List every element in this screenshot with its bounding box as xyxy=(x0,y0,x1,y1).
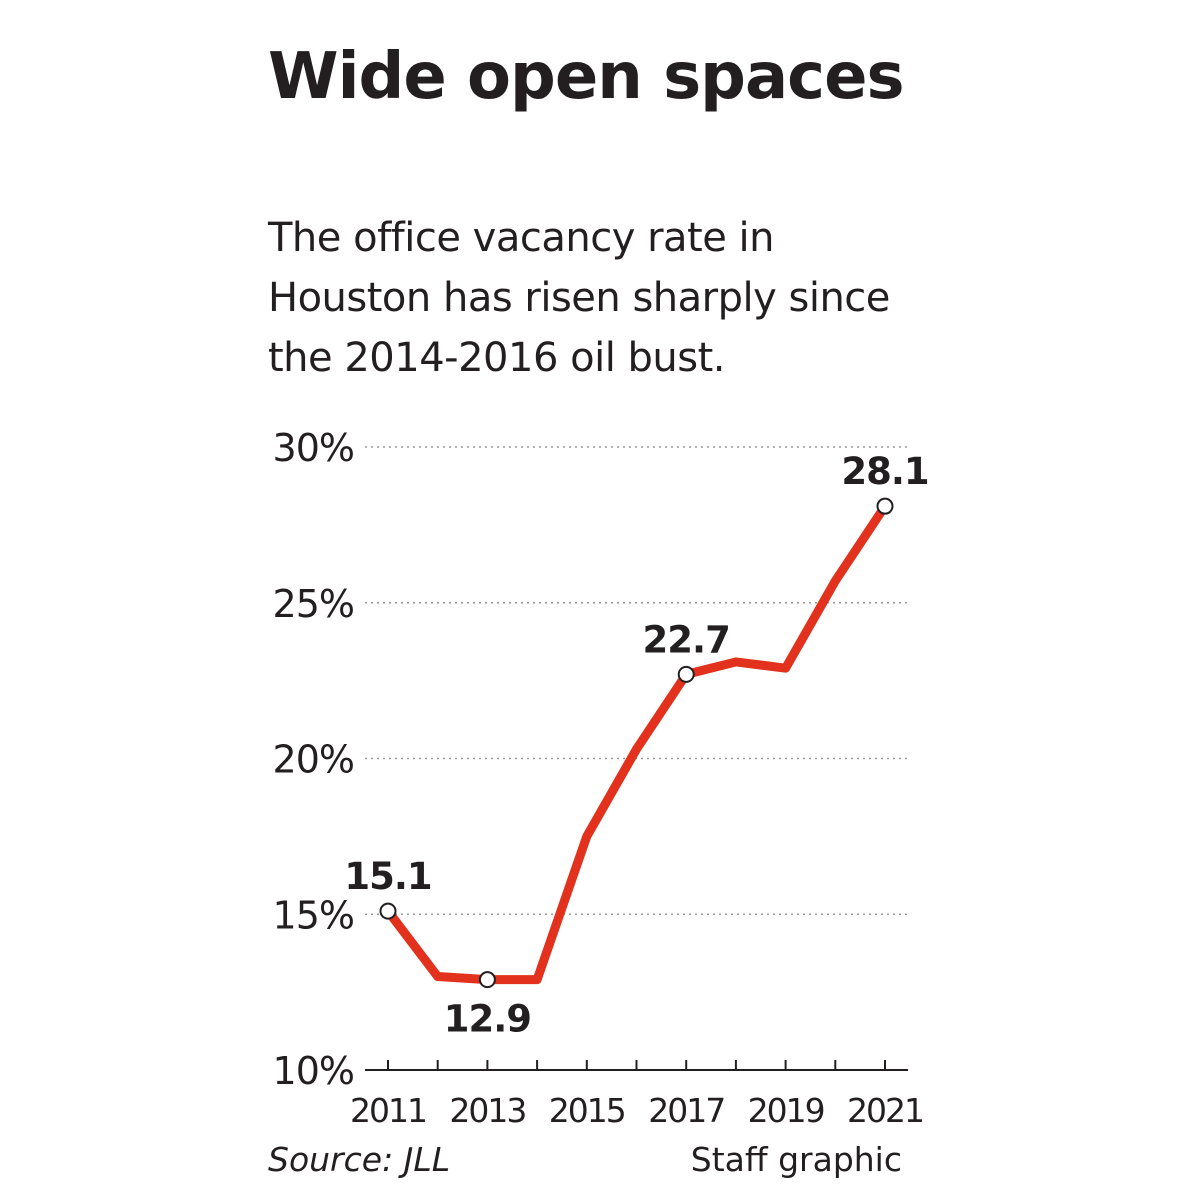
data-label: 12.9 xyxy=(444,998,531,1041)
data-point xyxy=(478,971,496,989)
y-tick-label: 20% xyxy=(273,738,354,782)
series-line xyxy=(383,501,890,985)
x-tick-label: 2017 xyxy=(648,1091,724,1130)
data-label: 22.7 xyxy=(643,618,730,661)
data-labels: 15.1 12.9 22.7 28.1 xyxy=(344,450,929,1041)
y-tick-label: 15% xyxy=(273,893,354,937)
data-point xyxy=(379,902,397,920)
gridlines xyxy=(365,446,908,916)
series xyxy=(383,501,890,985)
data-point xyxy=(876,497,894,515)
chart-title: Wide open spaces xyxy=(268,40,905,114)
x-tick-label: 2011 xyxy=(350,1091,426,1130)
data-point xyxy=(677,665,695,683)
x-tick-label: 2021 xyxy=(847,1091,923,1130)
x-axis xyxy=(365,1060,908,1071)
y-tick-label: 25% xyxy=(273,582,354,626)
chart-subtitle: The office vacancy rate in Houston has r… xyxy=(268,215,890,381)
x-axis-labels: 2011 2013 2015 2017 2019 2021 xyxy=(350,1091,925,1130)
x-tick-label: 2013 xyxy=(449,1091,525,1130)
source-note: Source: JLL xyxy=(268,1140,451,1179)
y-tick-label: 10% xyxy=(273,1049,354,1093)
x-tick-label: 2019 xyxy=(748,1091,824,1130)
data-label: 15.1 xyxy=(344,855,431,898)
y-tick-label: 30% xyxy=(273,426,354,470)
credit-note: Staff graphic xyxy=(690,1140,902,1179)
y-axis-labels: 10% 15% 20% 25% 30% xyxy=(273,426,355,1093)
data-label: 28.1 xyxy=(841,450,928,493)
x-tick-label: 2015 xyxy=(549,1091,625,1130)
